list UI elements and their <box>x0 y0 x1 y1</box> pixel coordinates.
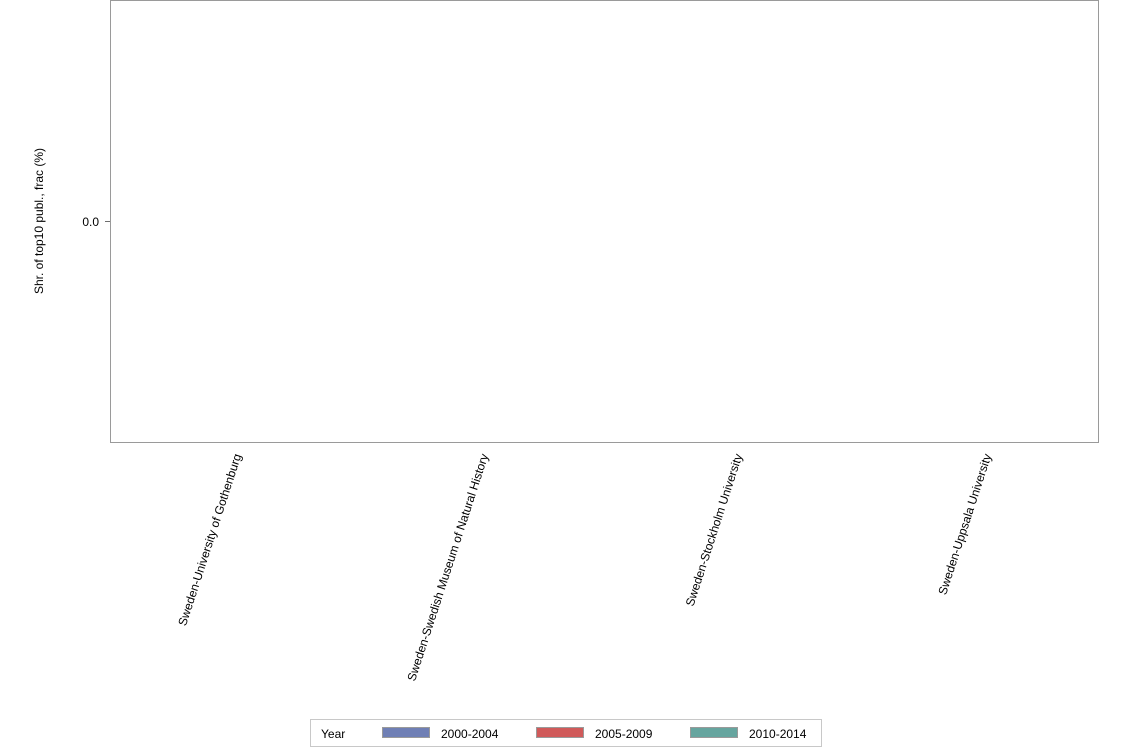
x-category-label: Sweden-University of Gothenburg <box>175 452 245 628</box>
legend: Year 2000-2004 2005-2009 2010-2014 <box>310 719 822 747</box>
legend-swatch <box>536 727 584 738</box>
legend-swatch <box>382 727 430 738</box>
legend-title: Year <box>321 727 346 741</box>
legend-swatch <box>690 727 738 738</box>
y-axis-title: Shr. of top10 publ., frac (%) <box>32 147 46 295</box>
plot-area <box>110 0 1099 443</box>
y-tick-label: 0.0 <box>82 215 99 229</box>
legend-label: 2000-2004 <box>441 727 499 741</box>
x-category-label: Sweden-Swedish Museum of Natural History <box>404 452 492 683</box>
legend-label: 2005-2009 <box>595 727 653 741</box>
y-tick-mark <box>105 221 110 222</box>
legend-label: 2010-2014 <box>749 727 807 741</box>
x-category-label: Sweden-Uppsala University <box>935 452 995 597</box>
x-category-label: Sweden-Stockholm University <box>682 452 746 608</box>
